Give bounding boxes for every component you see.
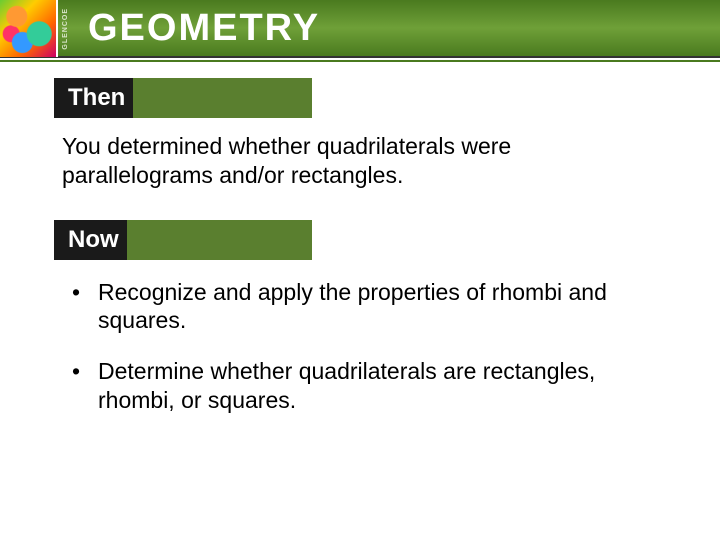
then-label-block: Then (54, 78, 312, 118)
now-label-block: Now (54, 220, 312, 260)
logo-thumbnail (0, 0, 58, 57)
book-title: GEOMETRY (88, 7, 320, 50)
then-body-text: You determined whether quadrilaterals we… (62, 132, 666, 190)
header-underline (0, 60, 720, 62)
list-item: Determine whether quadrilaterals are rec… (68, 357, 666, 415)
header-bar: GLENCOE GEOMETRY (0, 0, 720, 58)
spacer (0, 190, 720, 220)
now-label-accent (127, 220, 312, 260)
then-label-accent (133, 78, 312, 118)
then-label: Then (54, 78, 133, 118)
now-bullet-list: Recognize and apply the properties of rh… (68, 278, 666, 415)
list-item: Recognize and apply the properties of rh… (68, 278, 666, 336)
slide-content: Then You determined whether quadrilatera… (0, 58, 720, 415)
publisher-label: GLENCOE (62, 8, 69, 50)
now-label: Now (54, 220, 127, 260)
